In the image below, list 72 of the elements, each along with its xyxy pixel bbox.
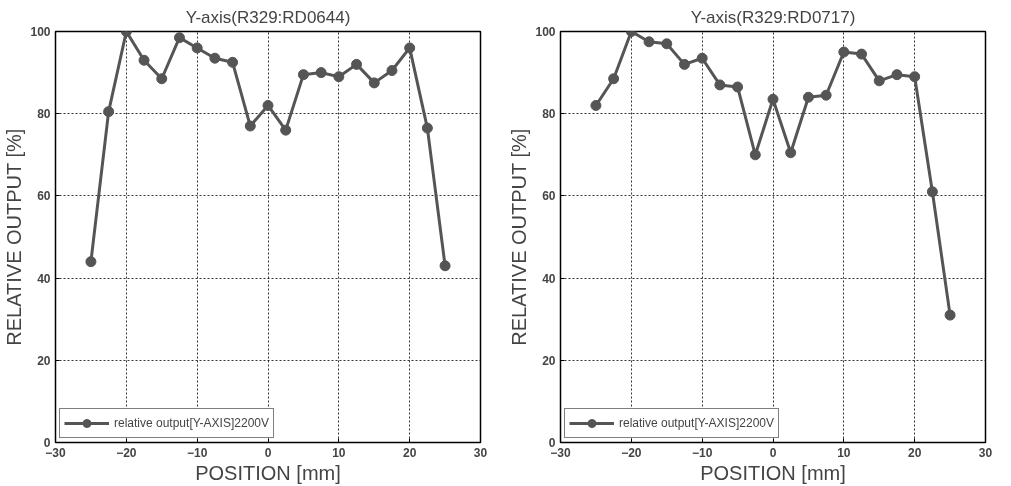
point <box>802 91 814 103</box>
point <box>138 54 150 66</box>
point <box>404 42 416 54</box>
point <box>873 75 885 87</box>
y-tick-label: 80 <box>37 107 51 122</box>
point <box>439 260 451 272</box>
x-tick-label: −10 <box>186 445 208 460</box>
y-tick-label: 40 <box>542 271 556 286</box>
x-tick-label: 10 <box>837 445 851 460</box>
point <box>767 93 779 105</box>
legend-label: relative output[Y-AXIS]2200V <box>619 416 774 430</box>
point <box>944 309 956 321</box>
x-tick-label: 10 <box>332 445 346 460</box>
x-tick-label: −20 <box>621 445 642 460</box>
point <box>209 52 221 64</box>
point <box>590 99 602 111</box>
chart-title: Y-axis(R329:RD0644) <box>185 7 351 27</box>
x-tick-label: 30 <box>473 445 488 460</box>
legend-label: relative output[Y-AXIS]2200V <box>114 416 269 430</box>
point <box>661 38 673 50</box>
point <box>643 36 655 48</box>
chart-title: Y-axis(R329:RD0717) <box>690 7 856 27</box>
point <box>386 65 398 77</box>
point <box>297 69 309 81</box>
point <box>227 56 239 68</box>
point <box>749 149 761 161</box>
point <box>351 58 363 70</box>
x-tick-label: 20 <box>402 445 417 460</box>
y-tick-label: 0 <box>548 436 556 450</box>
x-tick-label: 0 <box>769 445 777 460</box>
point <box>368 77 380 89</box>
x-tick-label: 0 <box>264 445 272 460</box>
point <box>85 256 97 268</box>
point <box>173 32 185 44</box>
point <box>926 186 938 198</box>
point <box>156 73 168 85</box>
y-tick-label: 20 <box>37 353 51 368</box>
point <box>244 120 256 132</box>
x-tick-label: 30 <box>978 445 993 460</box>
y-tick-label: 60 <box>37 189 51 204</box>
y-tick-label: 100 <box>535 25 556 39</box>
point <box>678 58 690 70</box>
y-tick-label: 60 <box>542 189 556 204</box>
x-axis-title: POSITION [mm] <box>195 461 341 484</box>
y-axis-title: RELATIVE OUTPUT [%] <box>508 128 531 346</box>
point <box>891 69 903 81</box>
point <box>333 71 345 83</box>
x-tick-label: −20 <box>116 445 137 460</box>
point <box>103 106 115 118</box>
y-tick-label: 100 <box>30 25 51 39</box>
point <box>421 122 433 134</box>
point <box>280 124 292 136</box>
x-axis-title: POSITION [mm] <box>700 461 846 484</box>
y-tick-label: 0 <box>43 436 51 450</box>
point <box>838 46 850 58</box>
y-axis-title: RELATIVE OUTPUT [%] <box>3 128 26 346</box>
point <box>856 48 868 60</box>
point <box>820 89 832 101</box>
point <box>732 81 744 93</box>
x-tick-label: 20 <box>907 445 922 460</box>
point <box>315 67 327 79</box>
x-tick-label: −10 <box>691 445 713 460</box>
point <box>262 99 274 111</box>
y-tick-label: 20 <box>542 353 556 368</box>
y-tick-label: 40 <box>37 271 51 286</box>
point <box>608 73 620 85</box>
point <box>714 79 726 91</box>
y-tick-label: 80 <box>542 107 556 122</box>
point <box>909 71 921 83</box>
point <box>696 52 708 64</box>
point <box>785 147 797 159</box>
point <box>191 42 203 54</box>
